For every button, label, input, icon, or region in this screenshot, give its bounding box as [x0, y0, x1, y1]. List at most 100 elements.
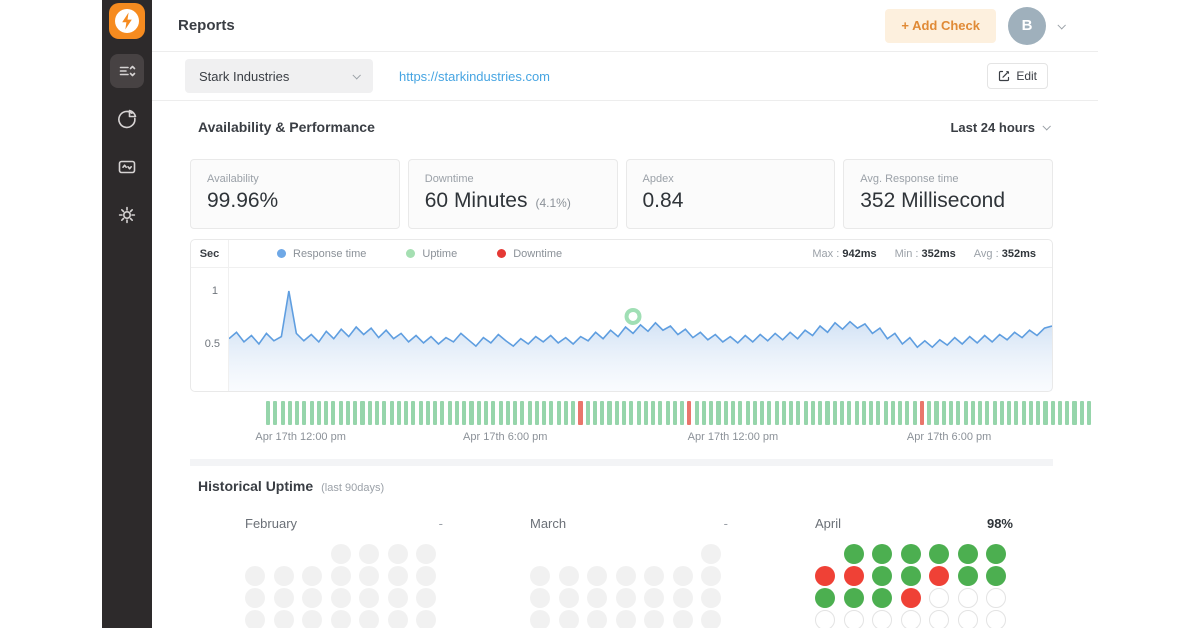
uptime-day-dot: [530, 610, 550, 628]
uptime-day-dot: [530, 566, 550, 586]
uptime-day-dot: [330, 610, 351, 628]
uptime-bar-up: [781, 401, 786, 425]
uptime-bar-up: [883, 401, 888, 425]
uptime-bar-up: [382, 401, 387, 425]
uptime-bar-up: [614, 401, 619, 425]
uptime-bar-up: [447, 401, 452, 425]
uptime-bar-up: [273, 401, 278, 425]
uptime-bar-up: [992, 401, 997, 425]
uptime-bar-up: [1036, 401, 1041, 425]
edit-label: Edit: [1016, 69, 1037, 83]
month-uptime-pct: 98%: [986, 516, 1013, 531]
uptime-bar-up: [745, 401, 750, 425]
performance-section: Availability & Performance Last 24 hours…: [152, 101, 1098, 466]
uptime-bar-up: [869, 401, 874, 425]
uptime-day-dot: [672, 566, 693, 586]
gear-icon: [118, 206, 136, 224]
uptime-day-dot: [701, 610, 721, 628]
uptime-bar-up: [491, 401, 496, 425]
site-selector-dropdown[interactable]: Stark Industries: [185, 59, 373, 93]
uptime-day-dot: [416, 610, 436, 628]
chart-line-path: [229, 290, 1052, 349]
uptime-bar-up: [469, 401, 474, 425]
uptime-bar-up: [309, 401, 314, 425]
time-range-dropdown[interactable]: Last 24 hours: [950, 120, 1051, 135]
uptime-bar-up: [440, 401, 445, 425]
selector-chevron-down-icon: [352, 71, 361, 80]
uptime-bar-up: [978, 401, 983, 425]
uptime-day-dot: [900, 588, 921, 608]
uptime-bar-up: [360, 401, 365, 425]
uptime-bar-up: [374, 401, 380, 425]
uptime-day-dot: [843, 588, 864, 608]
uptime-day-dot: [929, 610, 949, 628]
uptime-bar-up: [1087, 401, 1092, 425]
site-url-link[interactable]: https://starkindustries.com: [399, 68, 550, 84]
uptime-day-dot: [986, 566, 1006, 586]
y-axis-unit: Sec: [191, 240, 229, 268]
uptime-bar-up: [1072, 401, 1077, 425]
uptime-bar-up: [1014, 401, 1019, 425]
stat-value: 0.84: [642, 189, 684, 212]
add-check-button[interactable]: + Add Check: [885, 8, 996, 43]
uptime-day-dot: [929, 588, 949, 608]
uptime-bar-up: [694, 401, 699, 425]
uptime-bar-up: [861, 401, 866, 425]
uptime-strip[interactable]: [266, 401, 1092, 425]
uptime-bar-up: [513, 401, 518, 425]
uptime-day-dot: [644, 566, 664, 586]
uptime-day-dot: [957, 588, 978, 608]
uptime-bar-up: [527, 401, 532, 425]
uptime-day-dot: [302, 610, 322, 628]
uptime-bar-up: [701, 401, 707, 425]
uptime-bar-up: [1079, 401, 1084, 425]
uptime-bar-up: [316, 401, 321, 425]
historical-uptime-section: Historical Uptime (last 90days) February…: [152, 466, 1098, 628]
sidebar-item-checks[interactable]: [110, 54, 144, 88]
x-tick: Apr 17th 6:00 pm: [906, 431, 992, 443]
uptime-bar-up: [810, 401, 815, 425]
month-name: April: [815, 516, 842, 531]
uptime-day-dot: [587, 566, 607, 586]
chart-plot-area[interactable]: [229, 268, 1052, 391]
uptime-bar-up: [636, 401, 641, 425]
uptime-bar-up: [672, 401, 677, 425]
legend-label: Uptime: [422, 247, 458, 260]
month-uptime-pct: -: [438, 516, 443, 531]
uptime-day-dot: [900, 566, 921, 586]
uptime-day-dot: [872, 588, 892, 608]
uptime-day-dot: [330, 588, 351, 608]
edit-button[interactable]: Edit: [987, 63, 1048, 89]
uptime-day-dot: [558, 610, 579, 628]
status-page-icon: [118, 160, 136, 174]
chart-legend: Response time Uptime Downtime Max : 942m…: [229, 240, 1052, 268]
uptime-bar-up: [345, 401, 350, 425]
legend-uptime: Uptime: [406, 248, 457, 260]
uptime-bar-up: [665, 401, 670, 425]
page-header: Reports + Add Check B: [152, 0, 1098, 52]
x-tick: Apr 17th 12:00 pm: [255, 431, 346, 443]
uptime-bar-up: [716, 401, 721, 425]
pie-chart-icon: [118, 109, 137, 129]
uptime-bar-up: [498, 401, 503, 425]
uptime-bar-up: [796, 401, 801, 425]
stat-card-apdex: Apdex 0.84: [625, 159, 836, 229]
uptime-bar-up: [941, 401, 946, 425]
app-logo[interactable]: [109, 3, 145, 39]
sidebar-item-settings[interactable]: [110, 198, 144, 232]
range-chevron-down-icon: [1042, 122, 1051, 131]
sidebar-item-status-pages[interactable]: [110, 150, 144, 184]
stats-row: Availability 99.96% Downtime 60 Minutes …: [190, 159, 1053, 229]
uptime-day-dot: [387, 566, 408, 586]
uptime-day-dot: [273, 566, 294, 586]
uptime-day-dot: [273, 610, 294, 628]
sidebar-item-reports[interactable]: [110, 102, 144, 136]
section-separator: [190, 459, 1053, 466]
uptime-bar-up: [302, 401, 307, 425]
uptime-bar-up: [505, 401, 510, 425]
avatar[interactable]: B: [1008, 6, 1046, 45]
uptime-bar-up: [418, 401, 423, 425]
historical-subtitle: (last 90days): [321, 482, 385, 494]
edit-pencil-icon: [999, 70, 1010, 82]
account-chevron-down-icon[interactable]: [1057, 20, 1066, 30]
